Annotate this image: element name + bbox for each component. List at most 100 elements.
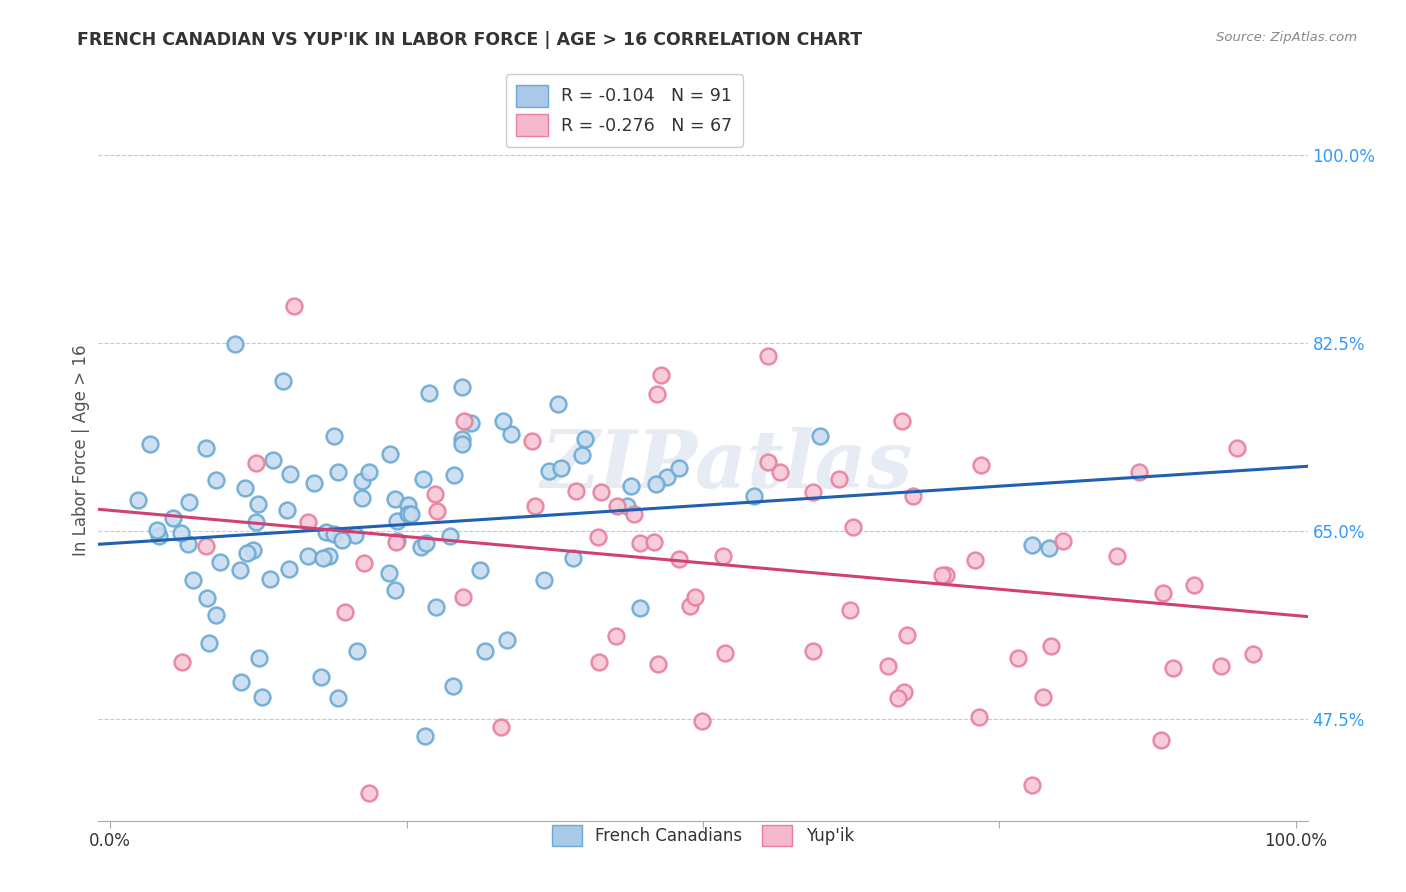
Point [768, 466, 790, 480]
Point [323, 429, 346, 443]
Point [127, 492, 149, 507]
Point [224, 337, 246, 351]
Point [756, 349, 779, 363]
Point [378, 566, 401, 580]
Point [520, 434, 543, 449]
Point [297, 515, 319, 529]
Point [1182, 578, 1205, 592]
Point [195, 591, 218, 606]
Point [236, 546, 259, 560]
Point [838, 603, 860, 617]
Point [668, 551, 690, 566]
Point [657, 469, 679, 483]
Point [343, 528, 366, 542]
Point [489, 720, 512, 734]
Point [441, 679, 464, 693]
Point [574, 432, 596, 446]
Point [229, 674, 252, 689]
Text: FRENCH CANADIAN VS YUP'IK IN LABOR FORCE | AGE > 16 CORRELATION CHART: FRENCH CANADIAN VS YUP'IK IN LABOR FORCE… [77, 31, 862, 49]
Point [714, 646, 737, 660]
Point [742, 489, 765, 503]
Point [451, 591, 474, 605]
Point [278, 562, 301, 576]
Point [425, 600, 447, 615]
Point [1241, 647, 1264, 661]
Point [550, 460, 572, 475]
Point [262, 452, 284, 467]
Point [208, 554, 231, 568]
Point [315, 524, 337, 539]
Point [247, 650, 270, 665]
Point [1039, 639, 1062, 653]
Point [309, 670, 332, 684]
Point [644, 476, 666, 491]
Point [605, 629, 627, 643]
Point [891, 414, 914, 428]
Point [412, 472, 434, 486]
Point [628, 536, 651, 550]
Point [963, 553, 986, 567]
Point [297, 549, 319, 564]
Point [565, 483, 588, 498]
Point [887, 690, 910, 705]
Point [170, 526, 193, 541]
Point [245, 515, 267, 529]
Point [896, 627, 918, 641]
Point [145, 523, 167, 537]
Point [250, 690, 273, 705]
Point [318, 549, 340, 563]
Point [359, 786, 381, 800]
Point [1211, 659, 1233, 673]
Point [683, 590, 706, 604]
Point [353, 556, 375, 570]
Point [205, 474, 228, 488]
Point [283, 299, 305, 313]
Point [591, 484, 613, 499]
Point [162, 511, 184, 525]
Point [245, 456, 267, 470]
Point [181, 573, 204, 587]
Point [827, 472, 849, 486]
Point [197, 636, 219, 650]
Point [332, 533, 354, 547]
Point [801, 484, 824, 499]
Point [177, 537, 200, 551]
Point [177, 495, 200, 509]
Point [242, 543, 264, 558]
Point [384, 583, 406, 598]
Point [401, 507, 423, 521]
Point [628, 600, 651, 615]
Point [443, 467, 465, 482]
Point [205, 607, 228, 622]
Text: Source: ZipAtlas.com: Source: ZipAtlas.com [1216, 31, 1357, 45]
Point [311, 550, 333, 565]
Point [247, 497, 270, 511]
Point [491, 414, 513, 428]
Point [1038, 541, 1060, 555]
Point [138, 437, 160, 451]
Point [170, 655, 193, 669]
Point [148, 529, 170, 543]
Point [523, 499, 546, 513]
Point [606, 499, 628, 513]
Point [450, 432, 472, 446]
Point [229, 563, 252, 577]
Point [931, 568, 953, 582]
Point [439, 529, 461, 543]
Point [396, 498, 419, 512]
Point [808, 428, 831, 442]
Point [1128, 465, 1150, 479]
Point [450, 380, 472, 394]
Point [647, 657, 669, 671]
Point [1226, 442, 1249, 456]
Point [1161, 661, 1184, 675]
Point [616, 499, 638, 513]
Point [1021, 778, 1043, 792]
Point [547, 397, 569, 411]
Point [460, 416, 482, 430]
Point [1150, 733, 1173, 747]
Y-axis label: In Labor Force | Age > 16: In Labor Force | Age > 16 [72, 344, 90, 557]
Point [194, 539, 217, 553]
Point [647, 387, 669, 401]
Legend: French Canadians, Yup'ik: French Canadians, Yup'ik [546, 818, 860, 853]
